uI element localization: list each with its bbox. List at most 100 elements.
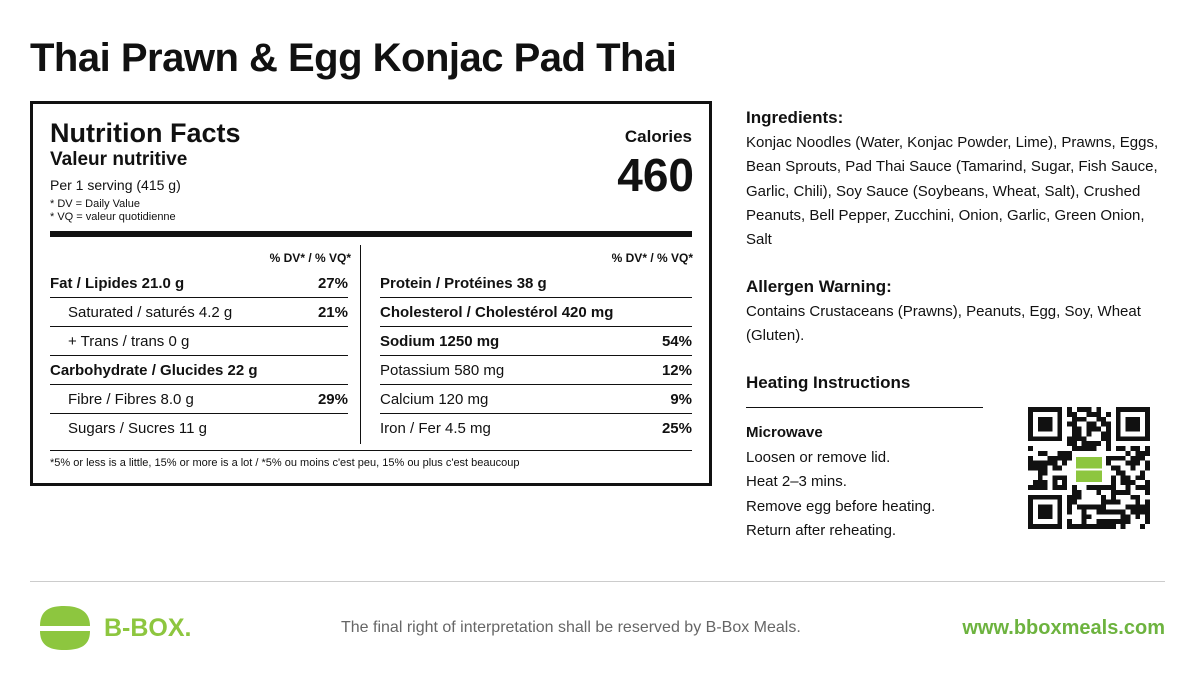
qr-module xyxy=(1062,480,1068,486)
heating-step: Loosen or remove lid. xyxy=(746,449,891,466)
qr-module xyxy=(1120,470,1126,476)
qr-module xyxy=(1145,489,1150,495)
qr-module xyxy=(1076,431,1082,437)
qr-module xyxy=(1125,504,1131,510)
qr-module xyxy=(1067,524,1072,529)
qr-module xyxy=(1135,485,1141,490)
qr-module xyxy=(1096,426,1102,432)
qr-module xyxy=(1086,485,1092,490)
qr-module xyxy=(1125,460,1131,466)
qr-module xyxy=(1110,489,1116,495)
qr-module xyxy=(1037,470,1043,476)
qr-module xyxy=(1120,475,1126,481)
qr-module xyxy=(1101,416,1107,422)
brand-name: B-BOX. xyxy=(104,614,192,642)
qr-module xyxy=(1096,485,1102,490)
nutrient-row: + Trans / trans 0 g xyxy=(50,327,348,356)
qr-module xyxy=(1071,499,1077,505)
qr-module xyxy=(1076,494,1082,500)
qr-module xyxy=(1110,509,1116,515)
qr-code xyxy=(1028,407,1150,529)
qr-module xyxy=(1115,499,1121,505)
heating-heading: Heating Instructions xyxy=(746,373,911,392)
qr-module xyxy=(1110,475,1116,481)
qr-module xyxy=(1106,455,1111,461)
qr-module xyxy=(1106,436,1111,442)
qr-module xyxy=(1086,441,1092,447)
qr-module xyxy=(1096,509,1102,515)
qr-module xyxy=(1037,480,1043,486)
qr-module xyxy=(1042,485,1048,490)
nutrient-dv: 12% xyxy=(661,361,692,379)
ingredients-text: Konjac Noodles (Water, Konjac Powder, Li… xyxy=(746,134,1159,249)
qr-module xyxy=(1106,441,1111,447)
heating-step: Return after reheating. xyxy=(746,521,897,539)
qr-module xyxy=(1110,485,1116,490)
qr-module xyxy=(1081,519,1087,525)
website[interactable]: www.bboxmeals.com xyxy=(962,617,1165,639)
note: * DV = Daily Value xyxy=(50,198,140,210)
qr-module xyxy=(1120,489,1126,495)
qr-module xyxy=(1052,475,1058,481)
qr-module xyxy=(1135,514,1141,520)
qr-module xyxy=(1076,446,1082,451)
qr-module xyxy=(1130,494,1136,500)
qr-module xyxy=(1071,416,1077,422)
thick-rule xyxy=(50,231,692,237)
qr-module xyxy=(1081,524,1087,529)
qr-module xyxy=(1086,431,1092,437)
qr-module xyxy=(1110,524,1116,529)
qr-module xyxy=(1047,460,1053,466)
heating-steps: Loosen or remove lid. Heat 2–3 mins. Remov… xyxy=(746,446,1166,543)
nutrient-row: Protein / Protéines 38 g xyxy=(380,269,692,298)
nutrient-label: Protein / Protéines 38 g xyxy=(380,274,547,292)
qr-module xyxy=(1110,465,1116,471)
qr-module xyxy=(1096,489,1102,495)
nutrient-row: Iron / Fer 4.5 mg 25% xyxy=(380,414,692,443)
note: * VQ = valeur quotidienne xyxy=(50,211,176,223)
nutrient-label: Calcium 120 mg xyxy=(380,390,489,408)
qr-module xyxy=(1135,446,1141,451)
qr-module xyxy=(1037,475,1043,481)
qr-module xyxy=(1067,441,1072,447)
qr-module xyxy=(1071,485,1077,490)
qr-module xyxy=(1101,524,1107,529)
qr-module xyxy=(1145,485,1150,490)
qr-module xyxy=(1086,426,1092,432)
qr-module xyxy=(1115,446,1121,451)
qr-module xyxy=(1130,460,1136,466)
qr-module xyxy=(1120,509,1126,515)
qr-module xyxy=(1106,460,1111,466)
qr-module xyxy=(1037,504,1053,520)
qr-module xyxy=(1125,489,1131,495)
qr-module xyxy=(1071,426,1077,432)
qr-module xyxy=(1101,436,1107,442)
qr-module xyxy=(1106,499,1111,505)
logo-top xyxy=(40,606,90,626)
ingredients-heading: Ingredients: xyxy=(746,108,844,127)
qr-module xyxy=(1091,485,1097,490)
nutrient-label: + Trans / trans 0 g xyxy=(68,332,190,350)
qr-module xyxy=(1145,465,1150,471)
qr-module xyxy=(1110,455,1116,461)
qr-module xyxy=(1076,416,1082,422)
nutrient-label: Cholesterol / Cholestérol 420 mg xyxy=(380,303,614,321)
qr-module xyxy=(1135,509,1141,515)
qr-module xyxy=(1028,465,1033,471)
qr-module xyxy=(1145,519,1150,525)
qr-module xyxy=(1140,475,1146,481)
qr-module xyxy=(1062,475,1068,481)
qr-module xyxy=(1028,455,1033,461)
calories-label: Calories xyxy=(624,127,692,146)
qr-module xyxy=(1067,499,1072,505)
qr-module xyxy=(1106,426,1111,432)
nutrient-row: Saturated / saturés 4.2 g 21% xyxy=(50,298,348,327)
qr-module xyxy=(1032,465,1038,471)
qr-module xyxy=(1130,480,1136,486)
nutrient-label: Potassium 580 mg xyxy=(380,361,505,379)
qr-module xyxy=(1052,485,1058,490)
logo-bottom xyxy=(40,631,90,650)
qr-module xyxy=(1057,450,1063,456)
nutrient-row: Sugars / Sucres 11 g xyxy=(50,414,348,443)
qr-module xyxy=(1115,489,1121,495)
